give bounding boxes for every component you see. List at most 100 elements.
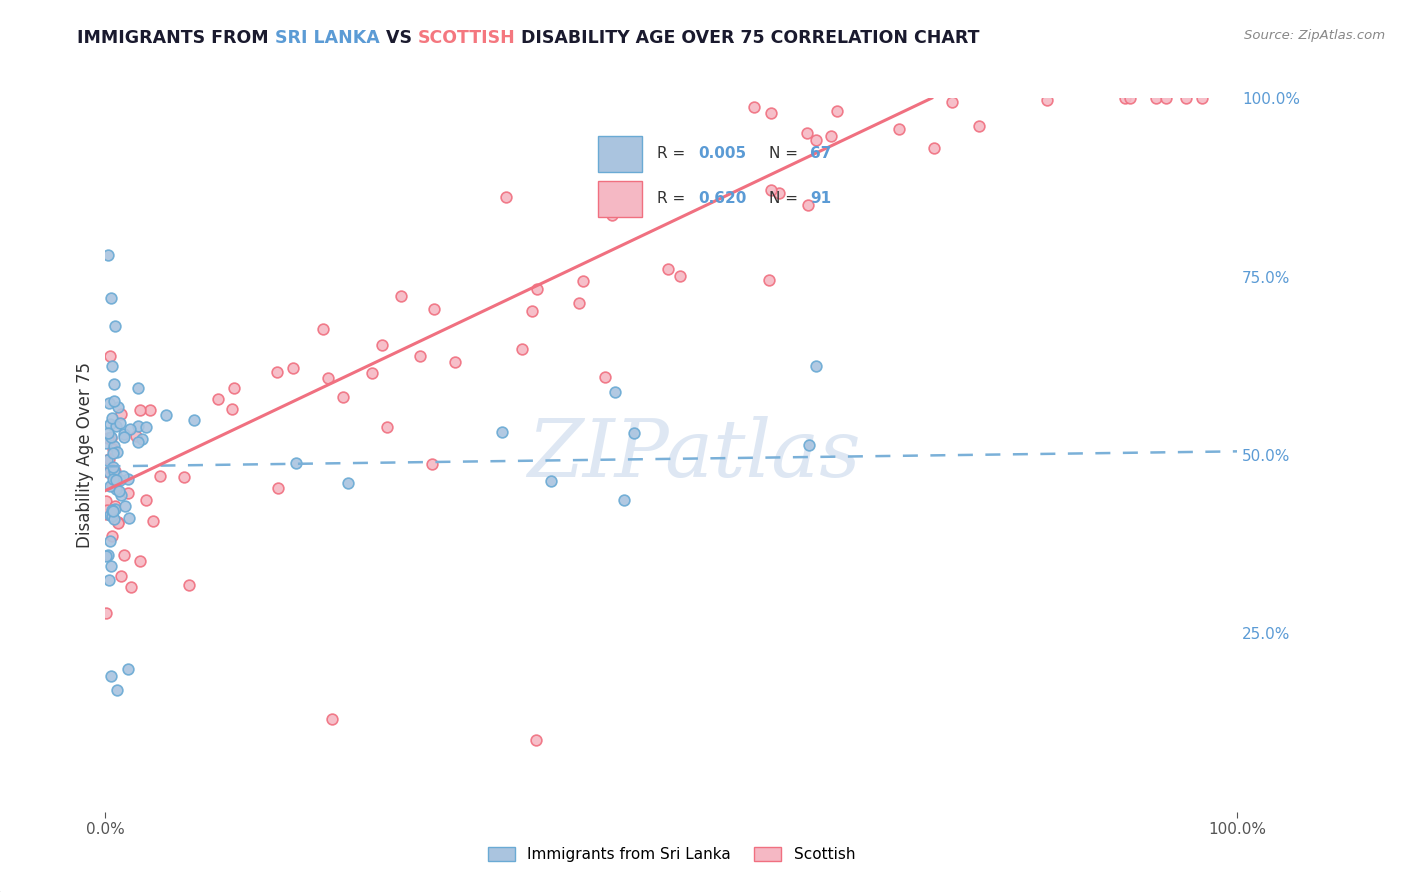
Point <box>844 62 866 76</box>
Point <box>100 430 122 444</box>
Point <box>568 296 591 310</box>
Point <box>375 419 398 434</box>
Point <box>613 195 636 210</box>
Point <box>100 359 122 373</box>
Point <box>103 319 125 334</box>
Point <box>94 507 117 521</box>
Point <box>98 417 121 431</box>
Point <box>526 282 548 296</box>
Point <box>155 408 177 422</box>
Text: R =: R = <box>657 146 690 161</box>
Point <box>101 528 124 542</box>
Point <box>100 291 122 305</box>
Point <box>104 473 127 487</box>
Point <box>139 403 162 417</box>
Point <box>120 422 142 436</box>
Point <box>97 425 120 440</box>
Point <box>796 126 818 140</box>
Point <box>221 402 243 417</box>
Point <box>127 381 149 395</box>
Point <box>759 183 782 197</box>
Point <box>423 302 446 317</box>
Point <box>117 662 139 676</box>
Point <box>105 683 128 698</box>
Point <box>96 453 118 467</box>
Point <box>128 403 150 417</box>
Point <box>112 548 135 562</box>
Point <box>97 431 120 445</box>
Point <box>103 376 125 391</box>
Point <box>110 407 132 421</box>
Point <box>101 442 124 456</box>
Point <box>127 418 149 433</box>
Point <box>540 474 562 488</box>
Point <box>572 274 595 288</box>
Point <box>108 483 131 498</box>
Point <box>118 511 141 525</box>
Point <box>512 342 534 356</box>
Text: 0.620: 0.620 <box>697 191 747 206</box>
Point <box>657 261 679 276</box>
Point <box>103 512 125 526</box>
Point <box>1014 67 1036 81</box>
Point <box>104 499 127 513</box>
Point <box>799 438 821 452</box>
Point <box>443 355 465 369</box>
Point <box>129 554 152 568</box>
Point <box>1191 91 1213 105</box>
Point <box>100 411 122 425</box>
Point <box>183 413 205 427</box>
Legend: Immigrants from Sri Lanka, Scottish: Immigrants from Sri Lanka, Scottish <box>481 841 862 868</box>
Point <box>1154 91 1177 105</box>
Point <box>104 471 127 485</box>
Point <box>112 430 135 444</box>
Point <box>316 371 339 385</box>
Point <box>101 478 124 492</box>
Point <box>107 400 129 414</box>
Point <box>103 464 125 478</box>
Text: IMMIGRANTS FROM: IMMIGRANTS FROM <box>77 29 276 46</box>
Point <box>97 451 120 466</box>
Point <box>98 508 121 522</box>
Point <box>941 95 963 110</box>
Point <box>797 198 820 212</box>
Point <box>110 488 132 502</box>
Point <box>371 338 394 352</box>
Point <box>100 502 122 516</box>
Point <box>887 122 910 136</box>
Point <box>1174 91 1197 105</box>
Text: Source: ZipAtlas.com: Source: ZipAtlas.com <box>1244 29 1385 42</box>
Point <box>759 106 782 120</box>
Point <box>94 436 117 450</box>
Point <box>742 99 765 113</box>
Point <box>389 289 412 303</box>
Point <box>94 606 117 620</box>
Point <box>97 465 120 479</box>
Point <box>613 493 636 508</box>
Point <box>111 469 134 483</box>
Point <box>224 381 246 395</box>
Point <box>98 533 121 548</box>
Point <box>114 500 136 514</box>
Point <box>100 430 122 444</box>
Point <box>97 396 120 410</box>
Point <box>820 128 842 143</box>
Point <box>266 365 288 379</box>
Point <box>827 103 849 118</box>
Point <box>858 55 880 70</box>
Point <box>98 349 121 363</box>
Point <box>669 269 692 284</box>
Bar <box>598 136 643 171</box>
Point <box>281 360 304 375</box>
Text: 67: 67 <box>810 146 831 161</box>
Point <box>124 429 146 443</box>
Point <box>120 580 142 594</box>
Text: SCOTTISH: SCOTTISH <box>418 29 516 46</box>
Point <box>267 481 290 495</box>
Text: DISABILITY AGE OVER 75 CORRELATION CHART: DISABILITY AGE OVER 75 CORRELATION CHART <box>516 29 980 46</box>
Text: VS: VS <box>380 29 418 46</box>
Point <box>104 501 127 516</box>
Point <box>967 120 990 134</box>
Point <box>1118 91 1140 105</box>
Point <box>337 476 360 491</box>
